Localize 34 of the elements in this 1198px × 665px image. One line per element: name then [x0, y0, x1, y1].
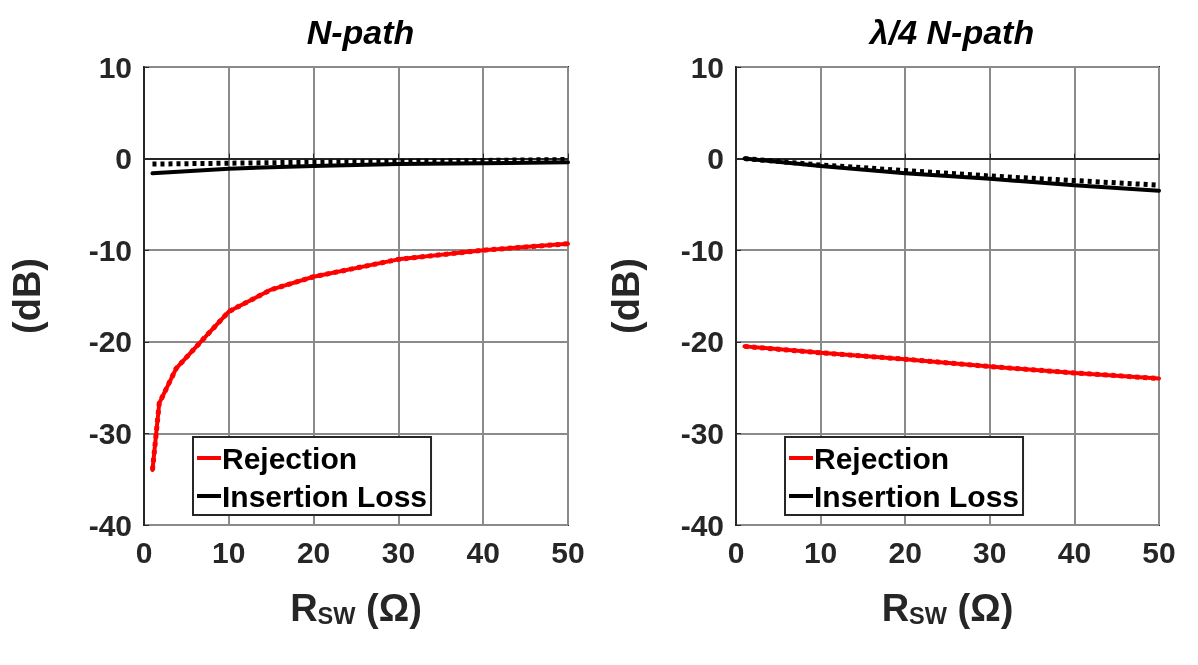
- x-tick-label: 0: [727, 535, 745, 569]
- x-axis-title: RSW (Ω): [881, 586, 1014, 630]
- x-tick-label: 10: [803, 535, 838, 569]
- legend-label: Insertion Loss: [222, 479, 428, 513]
- y-tick-label: -40: [680, 508, 724, 542]
- y-tick-label: -10: [88, 233, 132, 267]
- y-tick-label: -40: [88, 508, 132, 542]
- legend-label: Insertion Loss: [814, 479, 1020, 513]
- x-tick-label: 20: [888, 535, 922, 569]
- y-tick-label: -20: [88, 325, 132, 359]
- y-axis-title: (dB): [605, 258, 647, 334]
- chart-title: λ/4 N-path: [867, 13, 1035, 51]
- x-tick-label: 20: [296, 535, 331, 569]
- x-axis-title: RSW (Ω): [290, 586, 422, 630]
- x-tick-label: 50: [551, 535, 585, 569]
- x-tick-label: 10: [212, 535, 246, 569]
- y-tick-label: 10: [98, 50, 132, 84]
- x-tick-label: 40: [1057, 535, 1092, 569]
- x-tick-label: 40: [466, 535, 500, 569]
- x-tick-label: 30: [381, 535, 416, 569]
- x-tick-label: 30: [973, 535, 1007, 569]
- y-tick-label: -30: [88, 416, 132, 450]
- y-tick-label: 0: [707, 142, 724, 176]
- legend-label: Rejection: [814, 441, 950, 475]
- y-tick-label: -30: [680, 416, 724, 450]
- x-tick-label: 0: [135, 535, 153, 569]
- y-axis-title: (dB): [6, 258, 48, 334]
- chart-title: N-path: [306, 13, 415, 51]
- legend-label: Rejection: [222, 441, 358, 475]
- y-tick-label: 0: [115, 142, 132, 176]
- y-tick-label: -20: [680, 325, 724, 359]
- y-tick-label: 10: [690, 50, 724, 84]
- x-tick-label: 50: [1142, 535, 1176, 569]
- y-tick-label: -10: [680, 233, 724, 267]
